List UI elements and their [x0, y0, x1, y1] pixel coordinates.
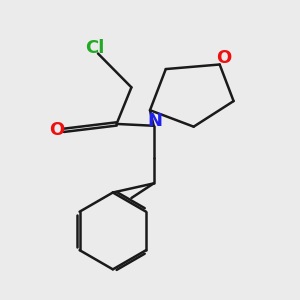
Text: O: O [50, 121, 65, 139]
Text: N: N [148, 112, 163, 130]
Text: Cl: Cl [85, 39, 105, 57]
Text: O: O [217, 49, 232, 67]
